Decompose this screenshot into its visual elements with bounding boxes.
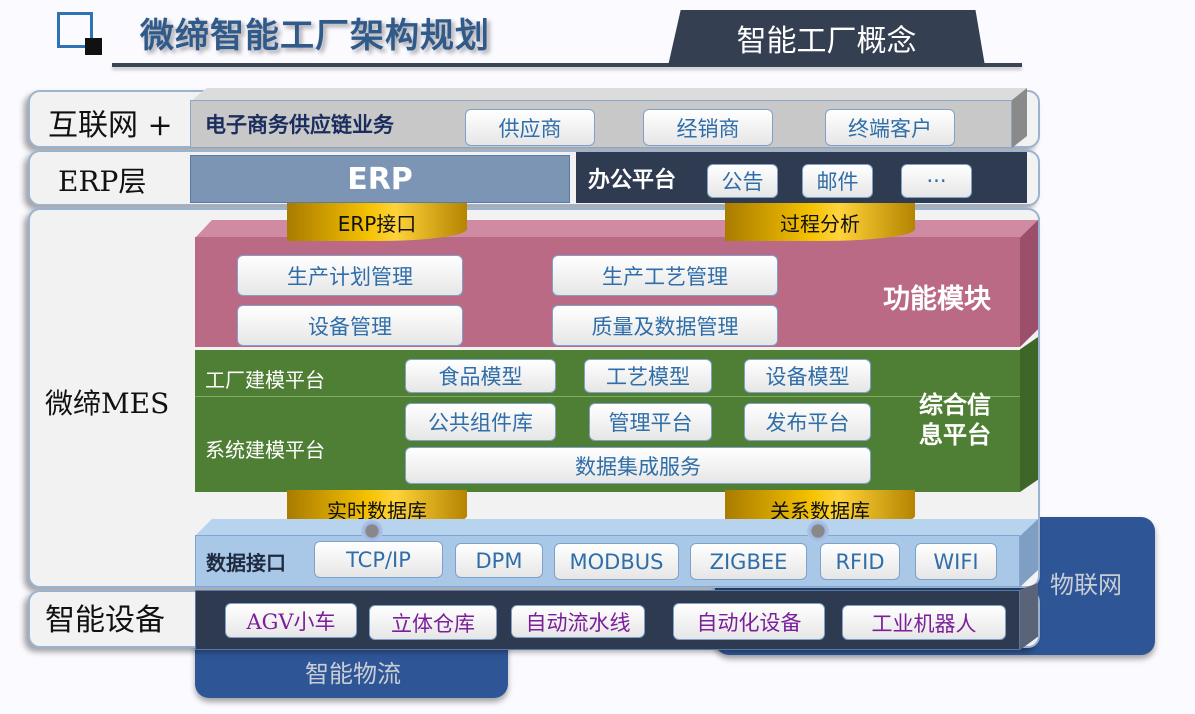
function-module-side [1020, 220, 1038, 347]
supplier-button[interactable]: 供应商 [465, 109, 595, 146]
automation-equipment-button[interactable]: 自动化设备 [673, 603, 825, 640]
erp-interface-cylinder: ERP接口 [287, 203, 467, 241]
iot-label: 物联网 [1050, 571, 1122, 599]
title-square-icon [57, 12, 93, 48]
warehouse-button[interactable]: 立体仓库 [369, 605, 497, 640]
info-divider [195, 396, 1020, 397]
data-integration-button[interactable]: 数据集成服务 [405, 447, 871, 484]
publish-platform-button[interactable]: 发布平台 [744, 403, 871, 441]
internet-label: 互联网 + [48, 108, 173, 143]
concept-tab[interactable]: 智能工厂概念 [668, 10, 985, 66]
food-model-button[interactable]: 食品模型 [405, 359, 556, 393]
industrial-robot-button[interactable]: 工业机器人 [842, 605, 1006, 640]
mail-button[interactable]: 邮件 [802, 164, 873, 198]
page-title: 微缔智能工厂架构规划 [140, 16, 490, 56]
logistics-label: 智能物流 [305, 660, 401, 688]
equipment-model-button[interactable]: 设备模型 [744, 359, 871, 393]
data-interface-side [1020, 519, 1038, 587]
assembly-line-button[interactable]: 自动流水线 [511, 605, 645, 638]
equipment-management-button[interactable]: 设备管理 [237, 305, 463, 346]
dpm-button[interactable]: DPM [455, 543, 543, 578]
internet-bar-top [190, 88, 1027, 102]
mes-label: 微缔MES [45, 387, 170, 420]
production-plan-button[interactable]: 生产计划管理 [237, 255, 463, 296]
connector-dot [807, 520, 829, 542]
devices-label: 智能设备 [45, 603, 165, 638]
title-underline [112, 63, 1022, 67]
data-interface-top [195, 519, 1038, 536]
connector-dot [361, 520, 383, 542]
component-library-button[interactable]: 公共组件库 [405, 403, 556, 441]
zigbee-button[interactable]: ZIGBEE [690, 543, 807, 580]
management-platform-button[interactable]: 管理平台 [589, 403, 712, 441]
wifi-button[interactable]: WIFI [915, 543, 997, 580]
dealer-button[interactable]: 经销商 [643, 109, 773, 146]
devices-bar-side [1020, 583, 1038, 650]
erp-title: ERP [347, 161, 413, 197]
modbus-button[interactable]: MODBUS [554, 543, 679, 580]
more-button[interactable]: ··· [901, 164, 972, 198]
quality-data-button[interactable]: 质量及数据管理 [552, 305, 778, 346]
agv-button[interactable]: AGV小车 [225, 603, 357, 638]
process-analysis-cylinder: 过程分析 [725, 203, 915, 241]
data-interface-title: 数据接口 [206, 550, 286, 575]
factory-modeling-label: 工厂建模平台 [205, 368, 325, 392]
erp-label: ERP层 [58, 165, 147, 198]
erp-bar: ERP [190, 155, 570, 203]
internet-bar-side [1012, 88, 1027, 148]
supply-chain-title: 电子商务供应链业务 [205, 113, 394, 137]
office-title: 办公平台 [588, 167, 677, 193]
process-model-button[interactable]: 工艺模型 [584, 359, 712, 393]
rfid-button[interactable]: RFID [820, 543, 900, 580]
function-module-title: 功能模块 [883, 284, 991, 315]
info-platform-title: 综合信息平台 [919, 391, 991, 449]
system-modeling-label: 系统建模平台 [205, 438, 325, 462]
tcpip-button[interactable]: TCP/IP [314, 541, 443, 578]
info-platform-side [1020, 337, 1038, 492]
end-customer-button[interactable]: 终端客户 [825, 109, 955, 146]
title-square-accent-icon [85, 38, 102, 55]
notice-button[interactable]: 公告 [707, 164, 778, 198]
process-management-button[interactable]: 生产工艺管理 [552, 255, 778, 296]
